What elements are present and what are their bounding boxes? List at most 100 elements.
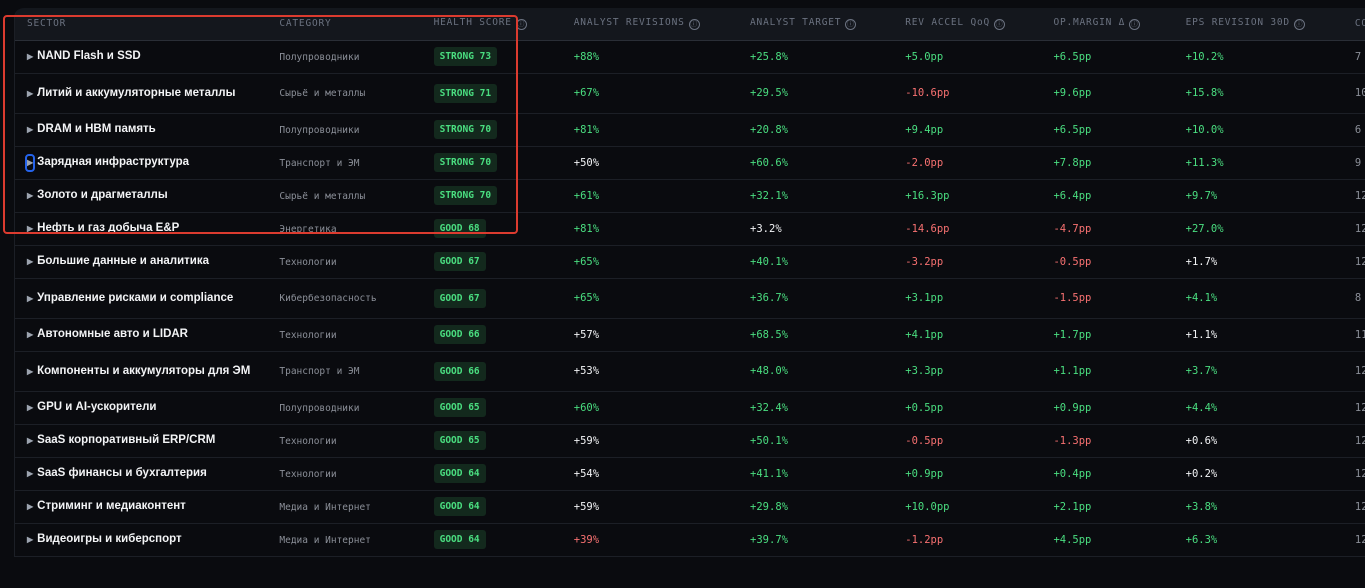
column-header-rev-accel-qoq[interactable]: REV ACCEL QoQ ⓘ	[905, 8, 1054, 41]
category-label: Транспорт и ЭМ	[279, 366, 360, 377]
eps-revision-30d-cell: +15.8%	[1185, 73, 1355, 114]
table-row[interactable]: ▶ Большие данные и аналитика Технологии GOO…	[15, 245, 1365, 279]
category-cell: Технологии	[279, 318, 434, 352]
table-row[interactable]: ▶ Компоненты и аккумуляторы для ЭМ Транспо…	[15, 351, 1365, 392]
expand-arrow-icon[interactable]: ▶	[27, 436, 34, 445]
category-cell: Полупроводники	[279, 391, 434, 425]
info-icon[interactable]: ⓘ	[994, 19, 1006, 31]
column-header-analyst-target[interactable]: ANALYST TARGET ⓘ	[750, 8, 906, 41]
column-header-analyst-revisions[interactable]: ANALYST REVISIONS ⓘ	[573, 8, 751, 41]
op-margin-delta-value: +1.1pp	[1053, 365, 1092, 377]
sector-cell[interactable]: ▶ Большие данные и аналитика	[15, 245, 280, 279]
sector-cell[interactable]: ▶ Автономные авто и LIDAR	[15, 318, 280, 352]
analyst-target-value: +32.4%	[750, 401, 788, 414]
expand-arrow-icon[interactable]: ▶	[27, 502, 34, 511]
expand-arrow-icon[interactable]: ▶	[27, 224, 34, 233]
table-row[interactable]: ▶ NAND Flash и SSD Полупроводники STRONG 73…	[15, 40, 1365, 74]
table-row[interactable]: ▶ GPU и AI-ускорители Полупроводники GOOD 6…	[15, 391, 1365, 425]
analyst-revisions-value: +65%	[573, 292, 600, 304]
column-header-eps-revision-30d[interactable]: EPS REVISION 30D ⓘ	[1185, 8, 1355, 41]
analyst-target-cell: +20.8%	[750, 113, 906, 147]
column-header-sector[interactable]: SECTOR	[15, 8, 280, 41]
table-body: ▶ NAND Flash и SSD Полупроводники STRONG 73…	[15, 40, 1365, 557]
op-margin-delta-cell: -4.7pp	[1053, 212, 1186, 246]
sector-cell[interactable]: ▶ Нефть и газ добыча E&P	[15, 212, 280, 246]
table-row[interactable]: ▶ SaaS финансы и бухгалтерия Технологии GOO…	[15, 457, 1365, 491]
info-icon[interactable]: ⓘ	[845, 19, 857, 31]
expand-arrow-icon[interactable]: ▶	[27, 366, 34, 376]
sector-cell[interactable]: ▶ Стриминг и медиаконтент	[15, 490, 280, 524]
table-row[interactable]: ▶ Нефть и газ добыча E&P Энергетика GOOD 68…	[15, 212, 1365, 246]
column-header-category[interactable]: CATEGORY	[279, 8, 434, 41]
category-label: Сырьё и металлы	[279, 88, 366, 99]
company-count-value: 8	[1354, 292, 1362, 304]
sector-cell[interactable]: ▶ DRAM и HBM память	[15, 113, 280, 147]
expand-arrow-icon[interactable]: ▶	[27, 52, 34, 61]
table-row[interactable]: ▶ Видеоигры и киберспорт Медиа и Интернет G…	[15, 523, 1365, 557]
sector-cell[interactable]: ▶ Управление рисками и compliance	[15, 278, 280, 319]
table-row[interactable]: ▶ Автономные авто и LIDAR Технологии GOOD 6…	[15, 318, 1365, 352]
sector-cell[interactable]: ▶ SaaS финансы и бухгалтерия	[15, 457, 280, 491]
health-score-badge: STRONG 70	[433, 120, 498, 139]
analyst-revisions-cell: +81%	[573, 113, 751, 147]
sector-cell[interactable]: ▶ SaaS корпоративный ERP/CRM	[15, 424, 280, 458]
op-margin-delta-cell: +0.4pp	[1053, 457, 1186, 491]
info-icon[interactable]: ⓘ	[515, 19, 527, 31]
expand-arrow-icon[interactable]: ▶	[27, 535, 34, 544]
sector-cell[interactable]: ▶ Компоненты и аккумуляторы для ЭМ	[15, 351, 280, 392]
analyst-revisions-value: +50%	[573, 156, 600, 169]
sector-label: Нефть и газ добыча E&P	[37, 222, 180, 234]
health-score-badge: GOOD 66	[433, 361, 486, 381]
info-icon[interactable]: ⓘ	[1293, 19, 1305, 31]
expand-arrow-icon[interactable]: ▶	[27, 330, 34, 339]
column-header-company-count[interactable]: CO.	[1354, 8, 1365, 41]
category-cell: Технологии	[279, 424, 434, 458]
analyst-target-value: +3.2%	[750, 222, 782, 235]
table-row[interactable]: ▶ Управление рисками и compliance Кибербез…	[15, 278, 1365, 319]
column-header-health-score[interactable]: HEALTH SCORE ⓘ	[433, 8, 574, 41]
analyst-target-value: +25.8%	[750, 50, 788, 63]
op-margin-delta-cell: +6.5pp	[1053, 40, 1186, 74]
expand-arrow-icon[interactable]: ▶	[27, 469, 34, 478]
sector-name: ▶ Большие данные и аналитика	[27, 254, 279, 269]
table-row[interactable]: ▶ Золото и драгметаллы Сырьё и металлы STRO…	[15, 179, 1365, 213]
expand-arrow-icon[interactable]: ▶	[27, 125, 34, 134]
expand-arrow-icon[interactable]: ▶	[24, 154, 36, 172]
table-row[interactable]: ▶ Зарядная инфраструктура Транспорт и ЭМ ST…	[15, 146, 1365, 180]
health-score-cell: GOOD 64	[433, 457, 574, 491]
sector-cell[interactable]: ▶ NAND Flash и SSD	[15, 40, 280, 74]
sector-cell[interactable]: ▶ Литий и аккумуляторные металлы	[15, 73, 280, 114]
info-icon[interactable]: ⓘ	[1129, 19, 1141, 31]
rev-accel-qoq-value: -10.6pp	[905, 87, 950, 99]
sector-cell[interactable]: ▶ GPU и AI-ускорители	[15, 391, 280, 425]
analyst-revisions-value: +59%	[573, 500, 600, 513]
expand-arrow-icon[interactable]: ▶	[27, 191, 34, 200]
category-cell: Технологии	[279, 245, 434, 279]
expand-arrow-icon[interactable]: ▶	[27, 88, 34, 98]
sector-label: Литий и аккумуляторные металлы	[37, 86, 236, 99]
info-icon[interactable]: ⓘ	[688, 19, 700, 31]
table-row[interactable]: ▶ SaaS корпоративный ERP/CRM Технологии GOO…	[15, 424, 1365, 458]
rev-accel-qoq-value: -1.2pp	[905, 533, 944, 546]
category-cell: Полупроводники	[279, 40, 434, 74]
analyst-target-value: +50.1%	[750, 434, 788, 447]
health-score-cell: STRONG 73	[433, 40, 574, 74]
health-score-cell: GOOD 64	[433, 523, 574, 557]
health-score-badge: GOOD 67	[433, 252, 486, 271]
analyst-revisions-cell: +59%	[573, 490, 751, 524]
sector-cell[interactable]: ▶ Видеоигры и киберспорт	[15, 523, 280, 557]
health-score-badge: GOOD 66	[433, 325, 486, 344]
expand-arrow-icon[interactable]: ▶	[27, 257, 34, 266]
sector-cell[interactable]: ▶ Зарядная инфраструктура	[15, 146, 280, 180]
expand-arrow-icon[interactable]: ▶	[27, 403, 34, 412]
health-score-cell: GOOD 68	[433, 212, 574, 246]
op-margin-delta-cell: +6.5pp	[1053, 113, 1186, 147]
rev-accel-qoq-cell: +0.5pp	[905, 391, 1054, 425]
expand-arrow-icon[interactable]: ▶	[27, 293, 34, 303]
category-cell: Технологии	[279, 457, 434, 491]
table-row[interactable]: ▶ DRAM и HBM память Полупроводники STRONG 7…	[15, 113, 1365, 147]
table-row[interactable]: ▶ Стриминг и медиаконтент Медиа и Интернет…	[15, 490, 1365, 524]
table-row[interactable]: ▶ Литий и аккумуляторные металлы Сырьё и м…	[15, 73, 1365, 114]
sector-cell[interactable]: ▶ Золото и драгметаллы	[15, 179, 280, 213]
